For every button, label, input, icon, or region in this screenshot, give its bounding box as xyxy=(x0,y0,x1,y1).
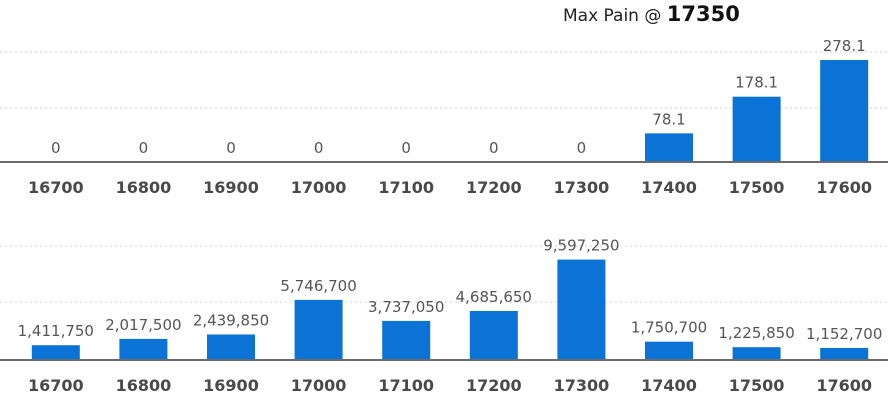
chart-0-data-label-2: 0 xyxy=(226,139,236,157)
chart-0-tick-label-1: 16800 xyxy=(116,178,172,197)
chart-1-bar-5 xyxy=(469,310,518,360)
chart-1-bar-2 xyxy=(207,334,255,360)
chart-1-data-label-1: 2,017,500 xyxy=(105,316,181,334)
chart-0-tick-label-9: 17600 xyxy=(816,178,872,197)
chart-0-data-label-3: 0 xyxy=(314,139,324,157)
chart-0-tick-label-2: 16900 xyxy=(203,178,259,197)
chart-1-bar-4 xyxy=(382,320,431,360)
chart-1-tick-label-8: 17500 xyxy=(729,376,785,395)
chart-0-data-label-1: 0 xyxy=(139,139,149,157)
chart-1-tick-label-6: 17300 xyxy=(554,376,610,395)
chart-0-data-label-9: 278.1 xyxy=(823,37,866,55)
chart-0-tick-label-7: 17400 xyxy=(641,178,697,197)
chart-1-data-label-9: 1,152,700 xyxy=(806,325,882,343)
chart-1-data-label-3: 5,746,700 xyxy=(280,277,356,295)
chart-0-data-label-5: 0 xyxy=(489,139,499,157)
chart-1-data-label-6: 9,597,250 xyxy=(543,237,619,255)
chart-1-tick-label-2: 16900 xyxy=(203,376,259,395)
chart-1-tick-label-5: 17200 xyxy=(466,376,522,395)
chart-1-tick-label-7: 17400 xyxy=(641,376,697,395)
chart-1-tick-label-0: 16700 xyxy=(28,376,84,395)
chart-0-tick-label-0: 16700 xyxy=(28,178,84,197)
chart-0-bar-9 xyxy=(820,60,869,162)
chart-0-data-label-6: 0 xyxy=(577,139,587,157)
chart-1-tick-label-1: 16800 xyxy=(116,376,172,395)
chart-1-data-label-7: 1,750,700 xyxy=(631,319,707,337)
chart-1-bar-9 xyxy=(820,347,869,360)
chart-1-data-label-4: 3,737,050 xyxy=(368,298,444,316)
chart-1-bar-8 xyxy=(732,347,781,360)
chart-0-tick-label-8: 17500 xyxy=(729,178,785,197)
chart-0-data-label-4: 0 xyxy=(401,139,411,157)
chart-1-bar-3 xyxy=(294,299,343,360)
title-prefix: Max Pain @ xyxy=(563,6,662,26)
chart-1-tick-label-4: 17100 xyxy=(378,376,434,395)
chart-0-tick-label-5: 17200 xyxy=(466,178,522,197)
chart-title: Max Pain @ 17350 xyxy=(563,2,740,26)
chart-0-data-label-8: 178.1 xyxy=(735,74,778,92)
chart-1-bar-1 xyxy=(119,338,168,360)
chart-1-tick-label-3: 17000 xyxy=(291,376,347,395)
chart-1-data-label-8: 1,225,850 xyxy=(718,324,794,342)
chart-0-tick-label-4: 17100 xyxy=(378,178,434,197)
chart-0-bar-7 xyxy=(645,133,693,162)
chart-1-data-label-5: 4,685,650 xyxy=(456,288,532,306)
chart-1-data-label-0: 1,411,750 xyxy=(18,322,94,340)
chart-1-bar-7 xyxy=(645,341,693,360)
chart-1-bar-6 xyxy=(557,259,606,360)
chart-0-data-label-0: 0 xyxy=(51,139,61,157)
chart-1-tick-label-9: 17600 xyxy=(816,376,872,395)
chart-0-tick-label-6: 17300 xyxy=(554,178,610,197)
chart-0-data-label-7: 78.1 xyxy=(652,110,685,128)
chart-1-bar-0 xyxy=(31,345,80,360)
max-pain-value: 17350 xyxy=(666,2,740,26)
chart-0-tick-label-3: 17000 xyxy=(291,178,347,197)
chart-1-data-label-2: 2,439,850 xyxy=(193,311,269,329)
chart-0-bar-8 xyxy=(732,96,781,162)
